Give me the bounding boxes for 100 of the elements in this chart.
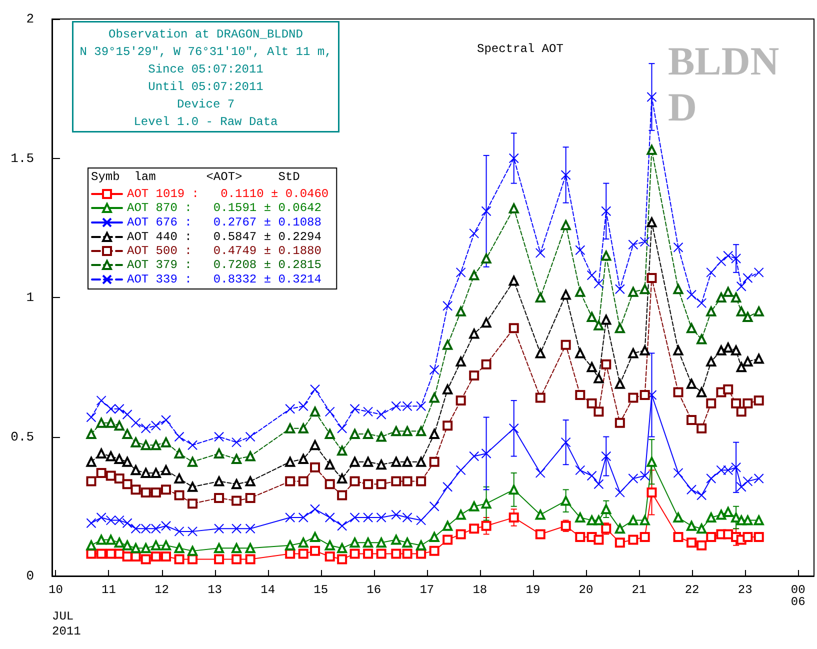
point [469, 328, 480, 339]
point [481, 359, 492, 370]
point [122, 456, 132, 467]
point [469, 270, 480, 280]
point [456, 396, 466, 406]
point [130, 524, 141, 534]
point [174, 432, 184, 442]
point [731, 254, 742, 264]
x-tick-label: 13 [208, 583, 222, 597]
point [456, 529, 466, 540]
point [402, 456, 412, 467]
point [106, 515, 116, 526]
point [481, 254, 492, 264]
point [731, 462, 742, 472]
legend-label: AOT 500 : 0.4749 ± 0.1880 [127, 244, 322, 258]
point [686, 415, 697, 426]
point [416, 540, 426, 550]
point [586, 470, 597, 481]
point [114, 538, 124, 548]
point [706, 474, 716, 484]
point [481, 498, 492, 509]
point [706, 356, 716, 367]
point [575, 465, 586, 476]
point [350, 428, 360, 439]
point [391, 534, 402, 545]
point [96, 396, 106, 406]
point [575, 348, 586, 358]
point [706, 512, 716, 523]
point [601, 451, 612, 462]
point [594, 515, 604, 526]
point [535, 348, 546, 358]
text: Spectral AOT [477, 42, 564, 56]
annotation: BLDND [668, 38, 780, 130]
point [535, 292, 546, 302]
point [686, 378, 697, 389]
point [106, 470, 116, 481]
y-tick-label: 2 [26, 12, 34, 26]
point [586, 270, 597, 280]
point [686, 290, 697, 300]
x-tick-label: 19 [526, 583, 540, 597]
point [601, 250, 612, 261]
point [614, 378, 625, 389]
point [560, 220, 571, 230]
point [214, 554, 224, 564]
y-tick-label: 1.5 [10, 150, 34, 166]
point [391, 401, 402, 412]
point [86, 540, 96, 550]
x-tick-label: 11 [102, 583, 116, 597]
point [731, 398, 742, 408]
point [214, 432, 224, 442]
point [106, 404, 116, 414]
point [106, 418, 116, 428]
point [324, 460, 335, 470]
point [508, 153, 519, 164]
point [310, 546, 320, 556]
point [245, 432, 256, 442]
point [96, 512, 106, 523]
point [673, 468, 684, 478]
point [706, 398, 716, 408]
point [114, 474, 124, 484]
point [324, 479, 335, 490]
point [754, 306, 764, 316]
point [402, 476, 412, 486]
point [96, 418, 106, 428]
annotation: Observation at DRAGON_BLDND N 39°15'29", W 76°31'10", Alt 11 m, Since 05:07:2011 Until 05:07:2011 Device 7 Level 1.0 - Raw Data [80, 28, 332, 129]
point [86, 428, 96, 439]
point [706, 267, 716, 278]
point [535, 510, 546, 520]
point [86, 456, 96, 467]
point [673, 345, 684, 356]
x-tick-label: 21 [632, 583, 646, 597]
point [469, 524, 480, 534]
point [696, 423, 707, 434]
legend-label: AOT 1019 : 0.1110 ± 0.0460 [127, 187, 329, 201]
point [442, 300, 453, 311]
point [150, 552, 161, 562]
legend-label: AOT 339 : 0.8332 ± 0.3214 [127, 272, 322, 286]
point [391, 510, 402, 520]
point [640, 390, 650, 400]
point [140, 524, 151, 534]
point [594, 479, 604, 490]
point [337, 554, 348, 564]
point [535, 248, 546, 258]
point [214, 476, 224, 486]
point [614, 524, 625, 534]
point [298, 538, 308, 548]
point [594, 373, 604, 384]
point [442, 520, 453, 531]
point [696, 524, 707, 534]
x-tick-label: 17 [420, 583, 434, 597]
point [456, 510, 466, 520]
x-tick-label: 10 [48, 583, 63, 597]
point [416, 515, 426, 526]
point [646, 273, 657, 284]
point [754, 396, 764, 406]
point [594, 278, 604, 289]
point [742, 312, 753, 322]
point [736, 406, 746, 417]
point [122, 409, 132, 420]
point [429, 532, 440, 542]
